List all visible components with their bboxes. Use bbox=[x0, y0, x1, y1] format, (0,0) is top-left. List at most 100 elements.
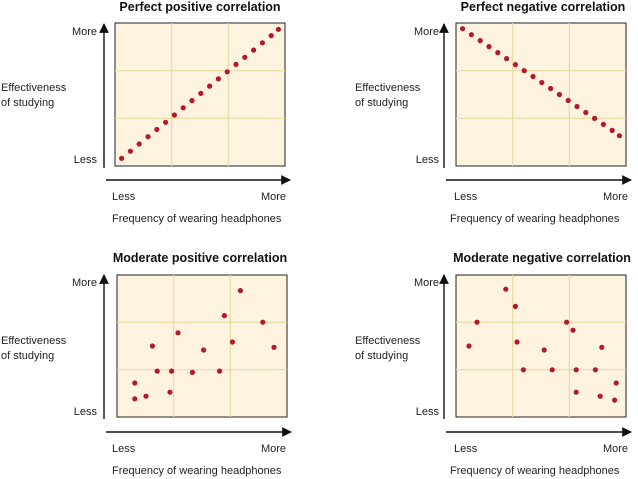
y-tick-less: Less bbox=[74, 406, 98, 418]
y-tick-more: More bbox=[414, 277, 439, 289]
data-point bbox=[570, 327, 576, 333]
grid bbox=[117, 275, 287, 417]
chart-title: Moderate negative correlation bbox=[453, 251, 631, 265]
data-point bbox=[613, 380, 619, 386]
y-tick-more: More bbox=[72, 277, 97, 289]
data-point bbox=[541, 347, 547, 353]
data-point bbox=[154, 368, 160, 374]
y-axis-label-line2: of studying bbox=[1, 350, 54, 362]
grid bbox=[456, 275, 626, 417]
y-tick-less: Less bbox=[416, 154, 440, 166]
chart-title: Perfect negative correlation bbox=[461, 0, 626, 14]
data-point bbox=[521, 68, 527, 74]
data-point bbox=[237, 288, 243, 294]
x-tick-more: More bbox=[261, 191, 286, 203]
data-point bbox=[520, 367, 527, 373]
data-point bbox=[597, 393, 603, 399]
data-point bbox=[127, 148, 133, 154]
data-point bbox=[616, 133, 623, 139]
data-point bbox=[573, 367, 579, 373]
x-tick-less: Less bbox=[454, 191, 478, 203]
data-point bbox=[486, 44, 492, 50]
data-point bbox=[221, 313, 227, 319]
x-tick-less: Less bbox=[454, 443, 478, 455]
data-point bbox=[169, 368, 175, 374]
data-point bbox=[592, 115, 598, 121]
data-point bbox=[260, 319, 266, 325]
y-axis-label-line2: of studying bbox=[355, 97, 408, 109]
data-point bbox=[233, 61, 239, 67]
x-tick-less: Less bbox=[112, 443, 136, 455]
data-point bbox=[167, 389, 173, 395]
data-point bbox=[271, 344, 277, 350]
data-point bbox=[460, 26, 466, 32]
chart-moderate-negative: Moderate negative correlation More Less … bbox=[355, 251, 632, 477]
data-point bbox=[474, 319, 480, 325]
data-point bbox=[609, 127, 615, 133]
y-axis-label-line1: Effectiveness bbox=[355, 82, 421, 94]
data-points bbox=[466, 286, 619, 403]
plot-area bbox=[116, 274, 288, 418]
y-axis-label-line2: of studying bbox=[355, 350, 408, 362]
y-axis-label-line2: of studying bbox=[1, 97, 54, 109]
data-point bbox=[132, 380, 138, 386]
data-point bbox=[556, 91, 563, 98]
data-point bbox=[259, 40, 265, 46]
data-point bbox=[207, 83, 213, 89]
data-point bbox=[600, 121, 607, 127]
data-point bbox=[189, 369, 195, 375]
x-tick-more: More bbox=[603, 443, 628, 455]
data-point bbox=[198, 90, 204, 96]
data-point bbox=[251, 47, 257, 53]
data-point bbox=[180, 105, 186, 111]
data-point bbox=[466, 343, 472, 349]
data-point bbox=[229, 339, 235, 345]
data-point bbox=[530, 73, 536, 80]
x-axis-label: Frequency of wearing headphones bbox=[112, 465, 282, 477]
x-axis-label: Frequency of wearing headphones bbox=[450, 465, 620, 477]
x-tick-more: More bbox=[261, 443, 286, 455]
data-point bbox=[189, 98, 195, 104]
data-point bbox=[565, 97, 571, 104]
data-point bbox=[149, 343, 155, 349]
data-point bbox=[514, 339, 520, 345]
data-point bbox=[275, 26, 281, 32]
data-points bbox=[119, 26, 281, 161]
y-tick-less: Less bbox=[416, 406, 440, 418]
data-point bbox=[599, 344, 605, 350]
data-point bbox=[504, 56, 510, 62]
chart-moderate-positive: Moderate positive correlation More Less … bbox=[1, 251, 292, 477]
data-point bbox=[495, 50, 501, 56]
data-point bbox=[468, 32, 474, 38]
x-tick-less: Less bbox=[112, 191, 136, 203]
data-point bbox=[512, 303, 519, 309]
data-point bbox=[548, 85, 554, 92]
data-point bbox=[512, 62, 519, 68]
y-axis-label-line1: Effectiveness bbox=[1, 335, 67, 347]
data-point bbox=[242, 54, 248, 60]
grid bbox=[456, 23, 626, 166]
data-point bbox=[145, 134, 151, 140]
data-point bbox=[477, 38, 483, 44]
x-axis-label: Frequency of wearing headphones bbox=[450, 213, 620, 225]
data-point bbox=[175, 330, 181, 336]
data-point bbox=[503, 286, 509, 292]
data-point bbox=[574, 103, 580, 110]
data-point bbox=[132, 396, 138, 402]
y-tick-more: More bbox=[72, 26, 97, 38]
data-point bbox=[583, 109, 589, 116]
x-tick-more: More bbox=[603, 191, 628, 203]
plot-area bbox=[455, 274, 627, 418]
data-point bbox=[201, 347, 207, 353]
data-point bbox=[154, 126, 160, 133]
chart-title: Perfect positive correlation bbox=[119, 0, 280, 14]
data-point bbox=[592, 367, 599, 373]
data-point bbox=[612, 397, 618, 403]
data-point bbox=[573, 389, 579, 395]
plot-area bbox=[455, 22, 627, 167]
data-point bbox=[136, 141, 142, 147]
data-point bbox=[539, 79, 545, 86]
y-axis-label-line1: Effectiveness bbox=[1, 82, 67, 94]
data-point bbox=[549, 367, 555, 373]
